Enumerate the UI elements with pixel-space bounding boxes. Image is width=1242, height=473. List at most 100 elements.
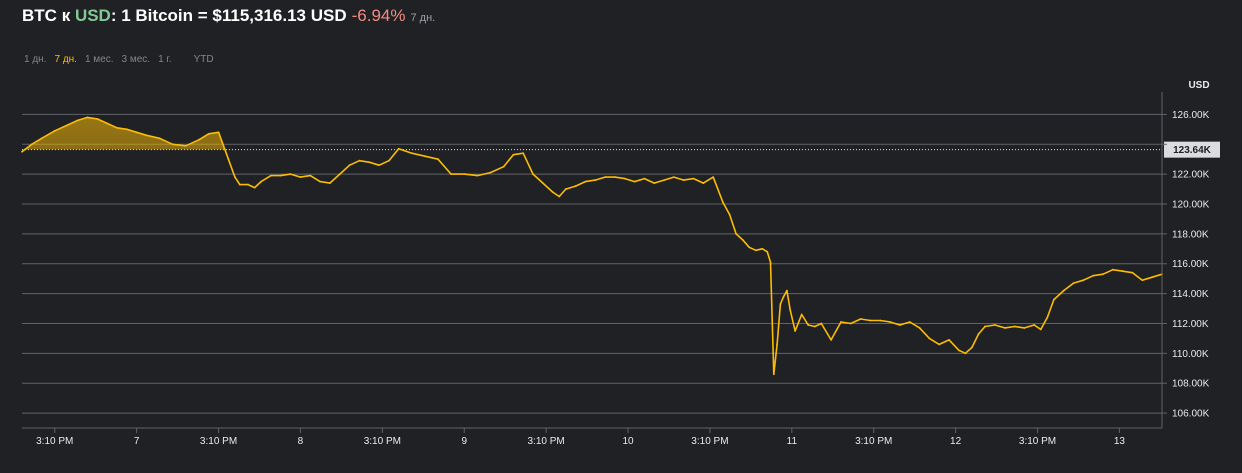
y-tick-label: 112.00K xyxy=(1172,319,1209,330)
price-point xyxy=(672,176,675,179)
price-point xyxy=(1033,324,1036,326)
price-point xyxy=(387,159,390,162)
price-point xyxy=(253,186,256,189)
price-point xyxy=(378,164,380,167)
price-point xyxy=(1141,279,1144,282)
price-point xyxy=(397,147,400,150)
price-point xyxy=(813,325,816,328)
price-series xyxy=(21,116,1163,376)
price-point xyxy=(227,158,230,161)
y-tick-label: 116.00K xyxy=(1172,259,1209,270)
price-point xyxy=(125,128,128,131)
price-point xyxy=(217,131,220,134)
price-point xyxy=(1121,270,1124,273)
price-point xyxy=(794,330,797,332)
price-point xyxy=(682,179,685,182)
price-point xyxy=(270,174,272,177)
price-point xyxy=(40,137,43,140)
price-point xyxy=(748,246,751,249)
price-point xyxy=(348,164,351,167)
reference-label-box xyxy=(1164,141,1220,158)
price-point xyxy=(1023,327,1026,329)
price-point xyxy=(522,152,525,155)
price-point xyxy=(830,338,833,341)
price-point xyxy=(309,174,312,177)
price-point xyxy=(741,238,744,241)
price-point xyxy=(338,173,341,176)
rate-prefix: : 1 Bitcoin = xyxy=(110,6,213,25)
price-point xyxy=(145,134,148,137)
tab-1-day[interactable]: 1 дн. xyxy=(24,54,47,65)
price-point xyxy=(754,249,757,252)
y-tick-label: 114.00K xyxy=(1172,289,1209,300)
price-line xyxy=(21,116,1163,375)
price-point xyxy=(623,177,626,180)
tab-7-days[interactable]: 7 дн. xyxy=(54,54,77,65)
price-point xyxy=(106,122,109,125)
x-tick-label: 3:10 PM xyxy=(855,436,892,447)
tab-3-months[interactable]: 3 мес. xyxy=(121,54,151,65)
price-point xyxy=(279,174,282,177)
price-point xyxy=(512,153,515,156)
price-point xyxy=(96,117,99,120)
x-tick-label: 12 xyxy=(950,436,962,447)
price-point xyxy=(908,321,911,323)
quote-currency-link[interactable]: USD xyxy=(74,6,111,25)
price-point xyxy=(532,173,534,176)
price-point xyxy=(158,137,161,140)
base-currency: BTC xyxy=(22,6,57,25)
tab-1-year[interactable]: 1 г. xyxy=(158,54,172,65)
price-point xyxy=(889,321,892,323)
price-point xyxy=(329,182,331,184)
price-point xyxy=(1003,327,1006,329)
above-reference-fill xyxy=(22,117,1162,150)
price-point xyxy=(964,352,967,355)
price-point xyxy=(1072,282,1075,285)
price-point xyxy=(938,343,941,346)
x-tick-label: 3:10 PM xyxy=(36,436,73,447)
change-period: 7 дн. xyxy=(410,12,436,24)
price-point xyxy=(424,155,426,158)
price-point xyxy=(584,180,587,183)
price-point xyxy=(489,171,492,174)
x-tick-label: 13 xyxy=(1114,436,1126,447)
price-point xyxy=(928,337,931,340)
price-point xyxy=(722,201,724,204)
page-title: BTC к USD: 1 Bitcoin = $115,316.13 USD -6… xyxy=(22,6,435,32)
y-axis-unit-label: USD xyxy=(1188,80,1209,91)
price-point xyxy=(1082,279,1085,282)
price-point xyxy=(574,185,577,187)
tab-1-month[interactable]: 1 мес. xyxy=(84,54,114,65)
y-tick-label: 118.00K xyxy=(1172,229,1209,240)
price-point xyxy=(604,176,607,179)
price-point xyxy=(1111,268,1114,271)
x-axis: 3:10 PM 7 3:10 PM 8 3:10 PM 9 3:10 PM 10 3:10 PM… xyxy=(22,427,1162,447)
price-point xyxy=(899,324,901,326)
y-axis: USD 106.00K 108.00K 110.00K 112.00K 114.00K 1… xyxy=(1161,80,1210,428)
price-point xyxy=(502,165,505,168)
price-point xyxy=(289,173,292,176)
price-point xyxy=(53,129,56,132)
price-point xyxy=(879,319,882,322)
price-point xyxy=(207,132,210,135)
price-point xyxy=(1102,273,1104,276)
price-point xyxy=(247,183,249,186)
price-point xyxy=(643,177,646,180)
price-point xyxy=(712,176,715,179)
price-point xyxy=(66,123,69,126)
price-point xyxy=(358,159,361,162)
price-point xyxy=(1013,325,1016,328)
price-point xyxy=(1062,289,1065,292)
price-point xyxy=(849,322,852,325)
price-point xyxy=(918,327,921,329)
x-tick-label: 8 xyxy=(298,436,304,447)
price-point xyxy=(116,126,118,129)
x-tick-label: 3:10 PM xyxy=(364,436,401,447)
tab-ytd[interactable]: YTD xyxy=(193,54,214,65)
price-point xyxy=(692,177,695,180)
range-tabs: 1 дн. 7 дн. 1 мес. 3 мес. 1 г. YTD xyxy=(24,54,214,68)
y-tick-label: 108.00K xyxy=(1172,379,1210,390)
x-tick-label: 7 xyxy=(134,436,140,447)
x-tick-label: 10 xyxy=(622,436,634,447)
